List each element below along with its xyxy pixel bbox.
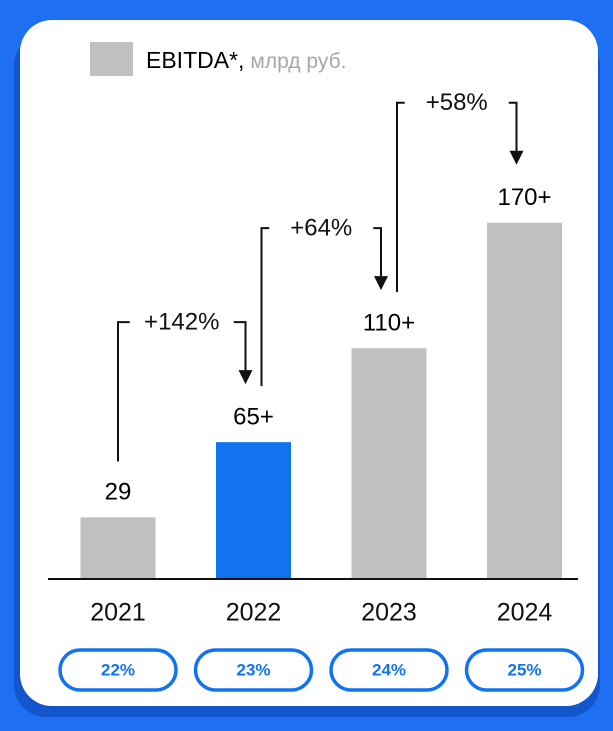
value-label: 29 [105,479,132,506]
growth-arrowhead [509,150,524,165]
growth-arrowhead [374,276,388,291]
growth-label-bg [129,308,234,337]
value-label: 110+ [363,309,415,336]
bar [487,222,562,578]
x-tick-label: 2023 [361,599,417,627]
value-label: 65+ [233,403,274,430]
growth-label-bg [269,214,374,243]
value-label: 170+ [497,184,551,211]
margin-pill [329,648,449,692]
x-tick-label: 2021 [90,599,146,627]
margin-pill [58,648,178,692]
bar [80,517,156,578]
margin-label: 24% [372,660,406,679]
bar [216,442,291,578]
legend: EBITDA*, млрд руб. [146,47,346,73]
x-tick-label: 2024 [497,599,553,627]
margin-label: 22% [101,660,135,679]
growth-label: +64% [290,214,352,241]
growth-arrowhead [238,370,253,385]
growth-label: +142% [144,308,219,335]
x-tick-label: 2022 [226,599,282,627]
growth-label-bg [404,88,509,117]
margin-pill [464,648,585,692]
legend-unit: млрд руб. [250,50,346,73]
growth-label: +58% [426,89,488,116]
bar [351,348,427,578]
margin-label: 25% [507,660,541,679]
legend-swatch [90,42,133,76]
margin-label: 23% [236,660,270,679]
card [20,20,598,706]
legend-label: EBITDA*, [146,47,244,73]
margin-pill [193,648,314,692]
